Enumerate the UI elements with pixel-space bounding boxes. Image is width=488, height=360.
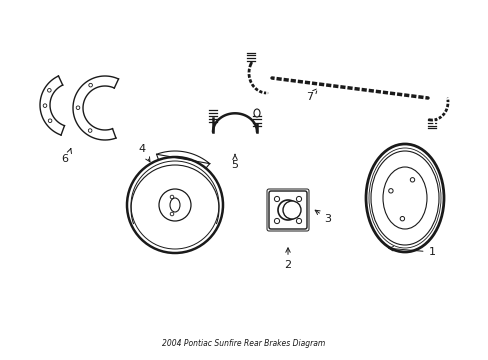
Polygon shape	[73, 76, 118, 140]
Text: 3: 3	[315, 210, 331, 224]
Circle shape	[278, 200, 297, 220]
Circle shape	[283, 201, 301, 219]
Ellipse shape	[253, 109, 260, 117]
Text: 2: 2	[284, 248, 291, 270]
Circle shape	[127, 157, 223, 253]
Text: 1: 1	[388, 247, 435, 257]
Text: 5: 5	[231, 154, 238, 170]
Text: 2004 Pontiac Sunfire Rear Brakes Diagram: 2004 Pontiac Sunfire Rear Brakes Diagram	[162, 339, 325, 348]
Polygon shape	[40, 76, 64, 135]
Ellipse shape	[365, 144, 443, 252]
Text: 6: 6	[61, 148, 71, 164]
Text: 7: 7	[306, 89, 317, 102]
Text: 4: 4	[138, 144, 150, 162]
FancyBboxPatch shape	[268, 191, 306, 229]
